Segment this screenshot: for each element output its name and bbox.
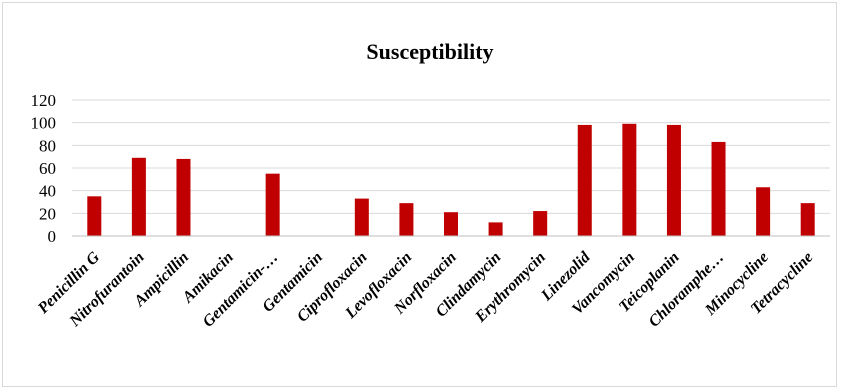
bars [87, 123, 815, 236]
y-tick-label: 80 [39, 136, 56, 155]
y-tick-label: 60 [39, 159, 56, 178]
chart-title: Susceptibility [366, 39, 493, 64]
bar [399, 203, 414, 236]
bar [444, 212, 458, 236]
bar [666, 124, 681, 236]
y-tick-label: 0 [48, 227, 57, 246]
bar [265, 173, 280, 236]
bar [577, 124, 592, 236]
bar [622, 123, 637, 236]
y-axis-ticks: 120 100 80 60 40 20 0 [31, 91, 57, 246]
bar [756, 187, 771, 236]
bar [354, 198, 369, 236]
bar [533, 211, 548, 236]
bar [711, 141, 726, 236]
bar [176, 158, 191, 236]
y-tick-label: 120 [31, 91, 57, 110]
bar [87, 196, 102, 236]
bar [800, 203, 815, 236]
y-tick-label: 40 [39, 182, 56, 201]
y-tick-label: 20 [39, 204, 56, 223]
x-axis-ticks: Penicillin GNitrofurantoinAmpicillinAmik… [34, 248, 816, 331]
bar [488, 222, 503, 236]
y-tick-label: 100 [31, 114, 57, 133]
bar [131, 157, 146, 236]
